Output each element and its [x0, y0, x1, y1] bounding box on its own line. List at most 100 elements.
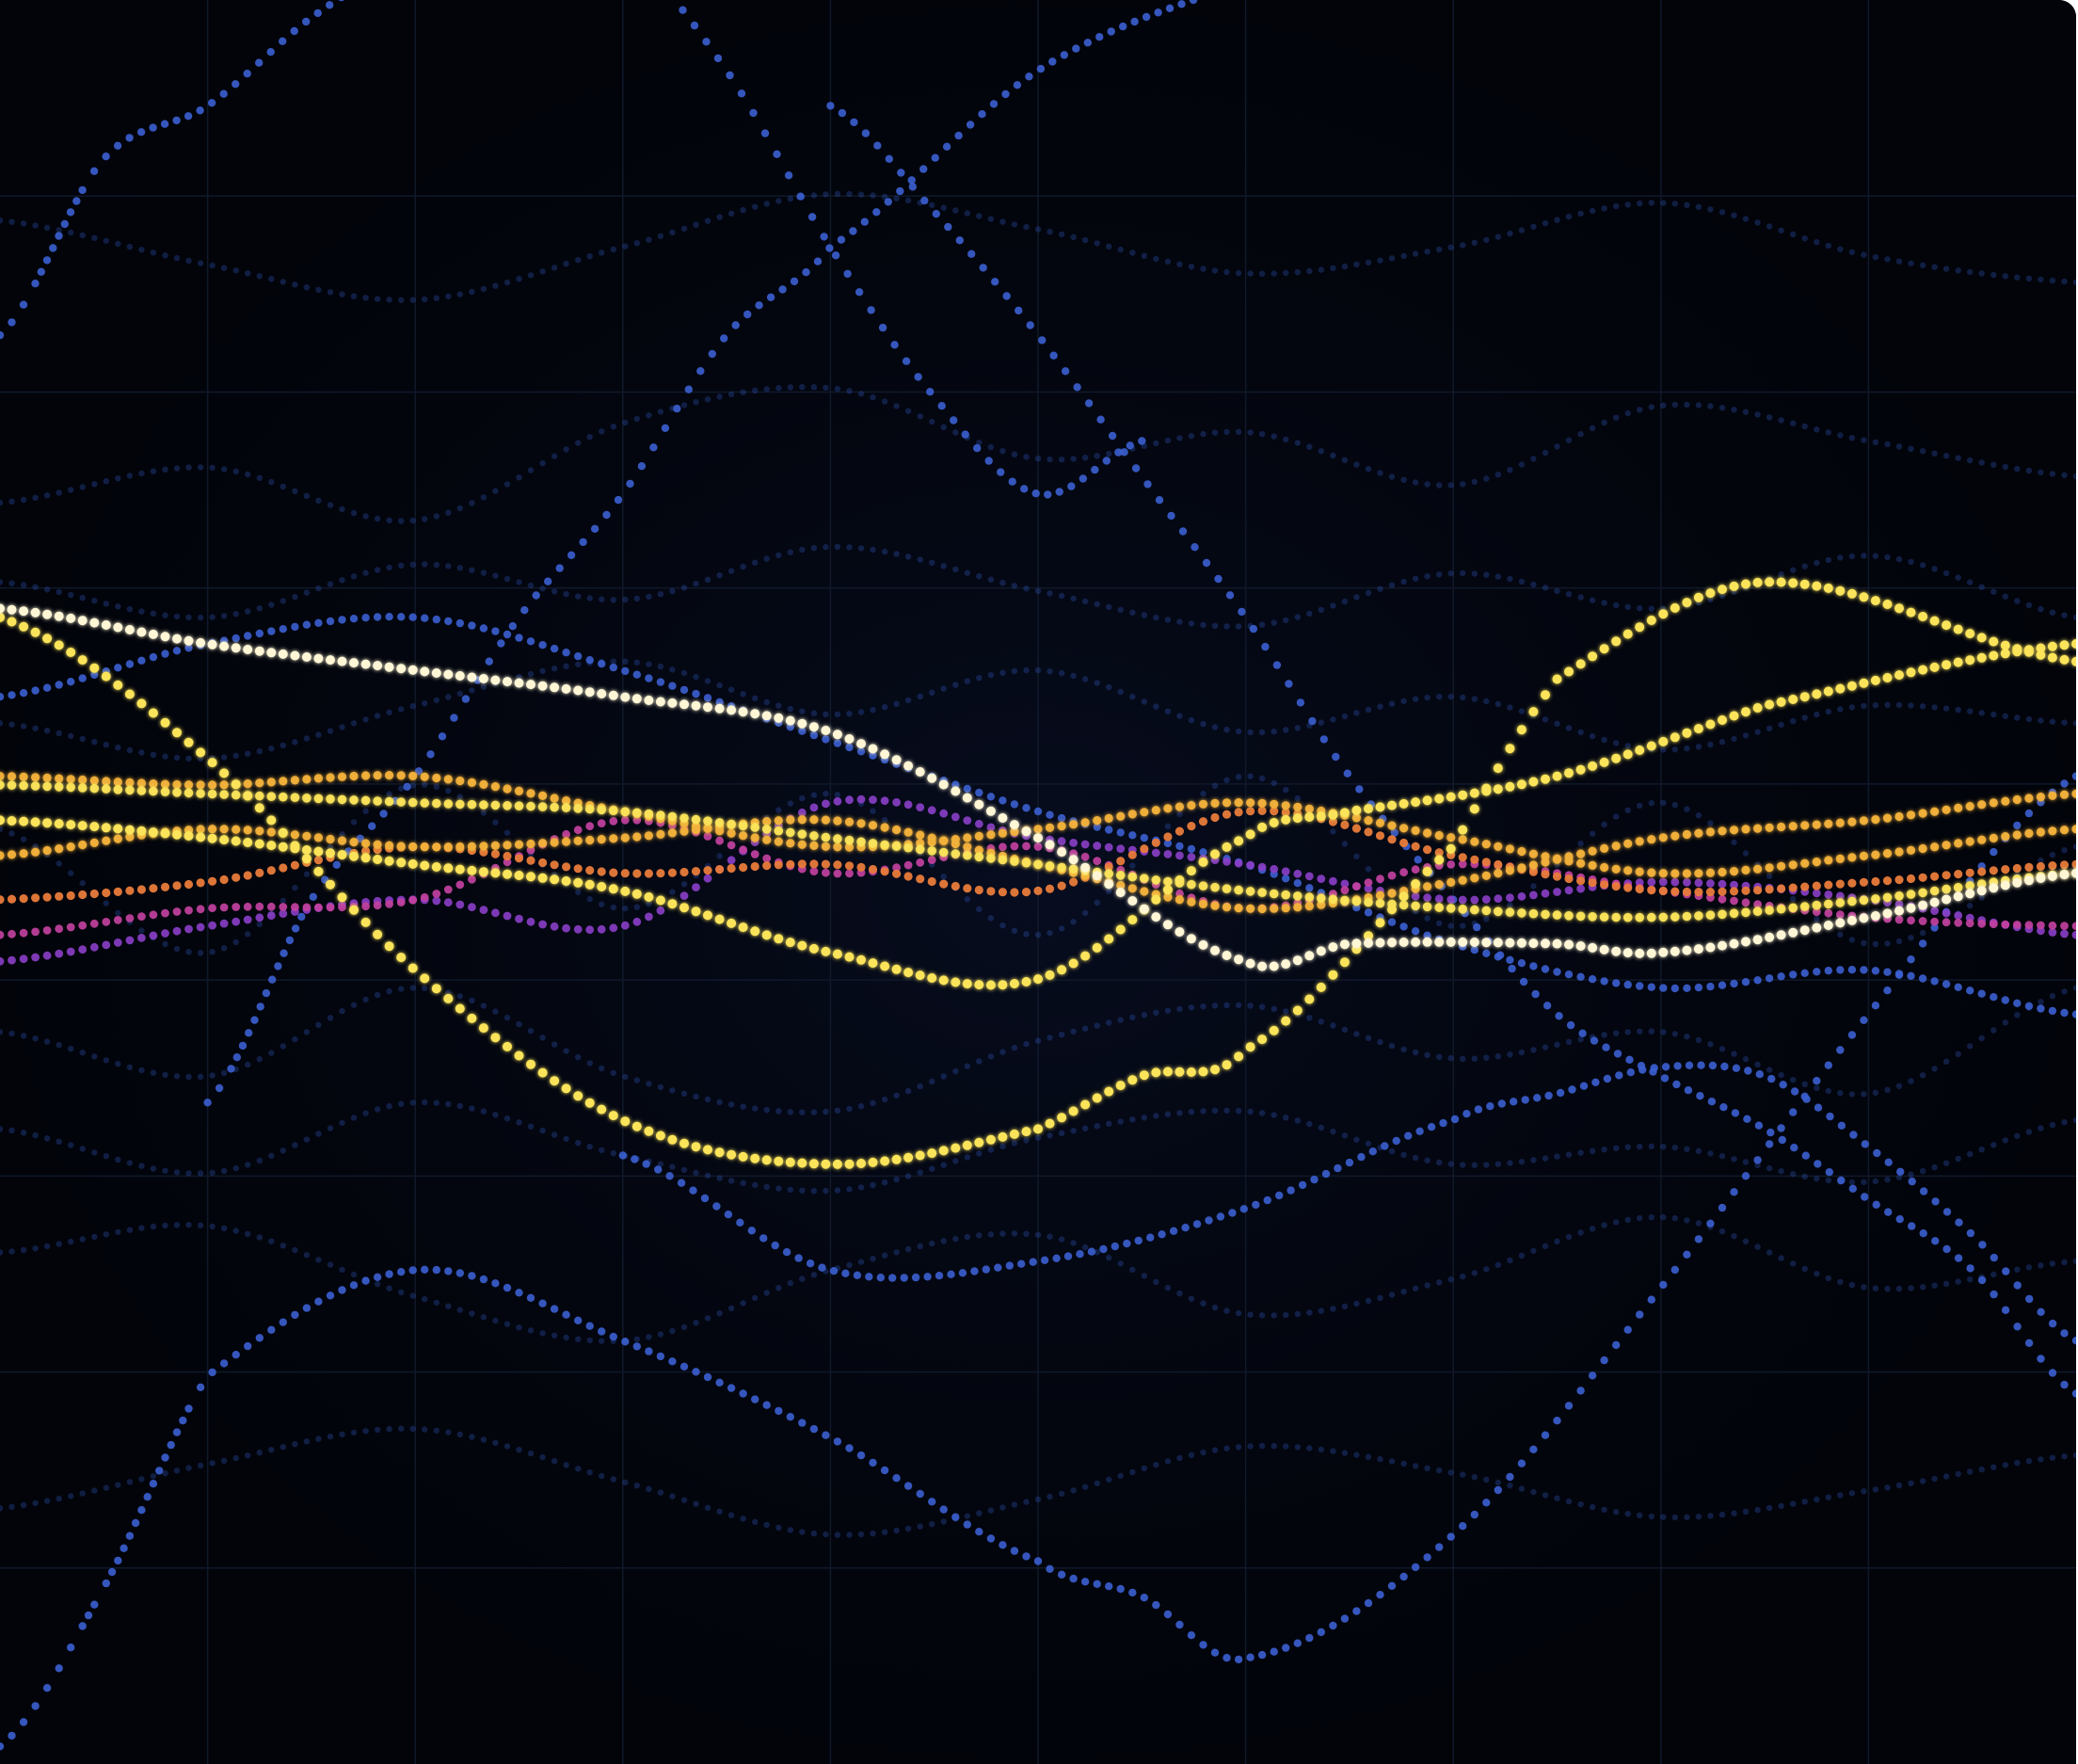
data-point: [1281, 959, 1291, 970]
data-point: [1001, 89, 1010, 99]
data-point: [1942, 894, 1952, 905]
data-point: [1340, 886, 1350, 894]
data-point: [1330, 452, 1336, 459]
data-point: [1518, 1159, 1526, 1165]
data-point: [1211, 724, 1219, 730]
data-point: [136, 826, 147, 836]
data-point: [2014, 714, 2021, 721]
data-point: [339, 291, 345, 297]
data-point: [645, 1347, 653, 1355]
data-point: [1635, 622, 1645, 633]
data-point: [1766, 1128, 1775, 1137]
data-point: [103, 1231, 110, 1238]
data-point: [1696, 1092, 1704, 1100]
data-point: [974, 885, 983, 895]
data-point: [1164, 823, 1172, 829]
data-point: [1034, 1496, 1042, 1503]
data-point: [266, 48, 275, 56]
data-point: [1623, 980, 1632, 989]
data-point: [656, 678, 665, 686]
data-point: [1626, 1068, 1636, 1077]
data-point: [762, 817, 772, 826]
data-point: [1953, 624, 1963, 634]
data-point: [1153, 614, 1159, 621]
data-point: [1919, 703, 1926, 710]
data-point: [1047, 456, 1053, 463]
data-point: [799, 1529, 806, 1535]
data-point: [1848, 435, 1856, 441]
data-point: [833, 869, 842, 878]
data-point: [1823, 686, 1833, 697]
data-point: [2012, 863, 2022, 874]
data-point: [209, 614, 216, 620]
data-point: [2071, 772, 2076, 780]
data-point: [1861, 251, 1867, 258]
data-point: [1127, 850, 1137, 859]
data-point: [1188, 264, 1195, 270]
data-point: [1977, 867, 1987, 876]
data-point: [1977, 1275, 1987, 1285]
data-point: [1057, 813, 1066, 823]
data-point: [516, 579, 522, 585]
data-point: [149, 779, 158, 789]
data-point: [1577, 210, 1584, 217]
data-point: [303, 1136, 311, 1143]
data-point: [1942, 805, 1951, 814]
data-point: [398, 562, 405, 569]
data-point: [1022, 842, 1031, 851]
data-point: [579, 537, 587, 547]
data-point: [1612, 1340, 1621, 1350]
data-point: [1812, 820, 1821, 829]
data-point: [1753, 1156, 1762, 1164]
data-point: [797, 808, 807, 817]
data-point: [821, 815, 831, 825]
data-point: [1200, 265, 1207, 272]
data-point: [49, 244, 57, 252]
data-point: [1553, 968, 1561, 976]
data-point: [1423, 1553, 1431, 1562]
data-point: [1304, 892, 1315, 902]
data-point: [208, 1368, 216, 1377]
data-point: [7, 816, 17, 826]
data-point: [845, 743, 854, 752]
data-point: [433, 295, 440, 301]
data-point: [1128, 831, 1137, 840]
data-point: [89, 617, 100, 628]
data-point: [713, 54, 723, 63]
data-point: [2002, 1462, 2008, 1468]
data-point: [31, 893, 40, 903]
data-point: [1234, 858, 1243, 868]
data-point: [809, 803, 819, 812]
data-point: [292, 1441, 298, 1448]
data-point: [1989, 636, 1999, 647]
data-point: [480, 1436, 488, 1443]
data-point: [1882, 892, 1893, 903]
data-point: [184, 635, 194, 646]
data-point: [1882, 813, 1893, 823]
data-point: [150, 1223, 157, 1230]
data-point: [1257, 961, 1268, 971]
data-point: [1671, 200, 1679, 207]
data-point: [1989, 883, 1999, 893]
data-point: [1918, 873, 1927, 882]
data-point: [1198, 899, 1208, 909]
data-point: [1552, 855, 1562, 864]
data-point: [91, 1233, 98, 1241]
data-point: [516, 1447, 522, 1453]
data-point: [1353, 710, 1360, 716]
data-point: [1434, 855, 1445, 865]
data-point: [602, 510, 611, 520]
data-point: [538, 920, 547, 929]
data-point: [1047, 1233, 1053, 1240]
data-point: [716, 1508, 723, 1515]
data-point: [1400, 578, 1407, 585]
data-point: [834, 385, 841, 393]
data-point: [657, 1489, 664, 1496]
data-point: [893, 700, 900, 707]
data-point: [374, 567, 381, 573]
data-point: [1304, 951, 1315, 961]
data-point: [138, 247, 145, 253]
data-point: [2037, 921, 2045, 930]
data-point: [385, 841, 394, 850]
data-point: [986, 1534, 996, 1543]
